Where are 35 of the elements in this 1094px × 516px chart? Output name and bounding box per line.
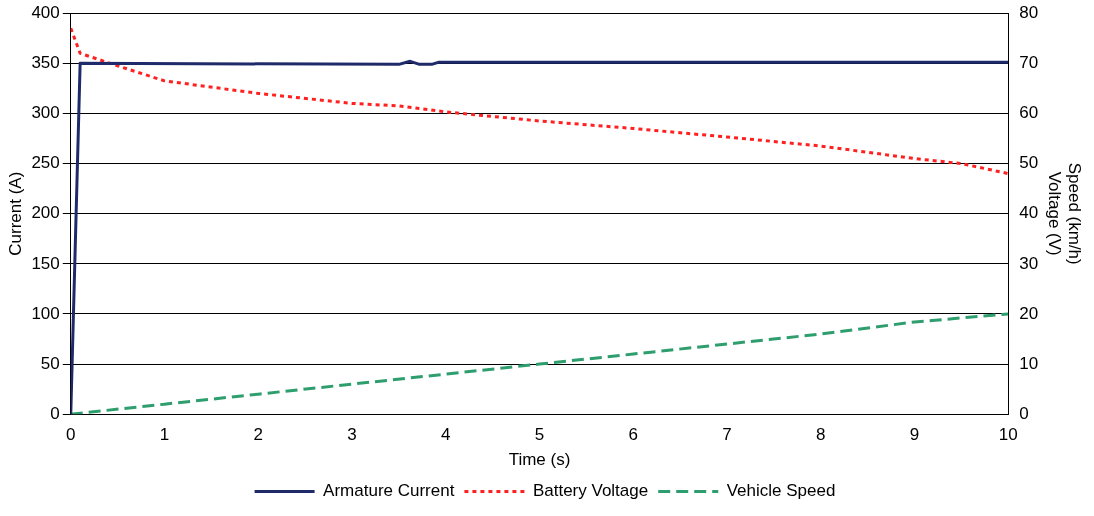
y2-tick-label: 10 [1019, 353, 1039, 373]
x-tick-label: 6 [628, 425, 639, 445]
y2-tick-label: 0 [1019, 403, 1029, 423]
x-tick-label: 7 [722, 425, 732, 445]
y-tick-label: 100 [31, 303, 60, 323]
x-tick-label: 1 [159, 425, 170, 445]
x-tick-label: 10 [998, 425, 1018, 445]
x-tick-label: 5 [534, 425, 545, 445]
y-tick-label: 350 [31, 53, 60, 73]
y-tick-label: 200 [31, 203, 60, 223]
legend-label: Vehicle Speed [726, 481, 836, 501]
y-tick-label: 0 [50, 403, 60, 423]
legend-label: Battery Voltage [532, 481, 649, 501]
x-tick-label: 9 [909, 425, 920, 445]
x-axis-title: Time (s) [508, 450, 571, 470]
y-tick-label: 250 [31, 153, 60, 173]
y2-tick-label: 30 [1019, 253, 1039, 273]
x-tick-label: 4 [441, 425, 451, 445]
y-tick-label: 150 [31, 253, 60, 273]
x-tick-label: 3 [347, 425, 357, 445]
legend-label: Armature Current [323, 481, 455, 501]
y-axis-title: Current (A) [5, 171, 25, 256]
y2-tick-label: 50 [1019, 153, 1039, 173]
x-tick-label: 2 [253, 425, 263, 445]
y-tick-label: 400 [31, 2, 60, 22]
y2-tick-label: 40 [1019, 203, 1039, 223]
y-tick-label: 50 [40, 353, 60, 373]
y2-axis-title: Speed (km/h) Voltage (V) [1044, 162, 1085, 265]
y2-tick-label: 60 [1019, 103, 1039, 123]
y2-tick-label: 80 [1019, 2, 1039, 22]
x-tick-label: 8 [816, 425, 826, 445]
y2-tick-label: 70 [1019, 53, 1039, 73]
y-tick-label: 300 [31, 103, 60, 123]
y2-tick-label: 20 [1019, 303, 1039, 323]
x-tick-label: 0 [66, 425, 76, 445]
